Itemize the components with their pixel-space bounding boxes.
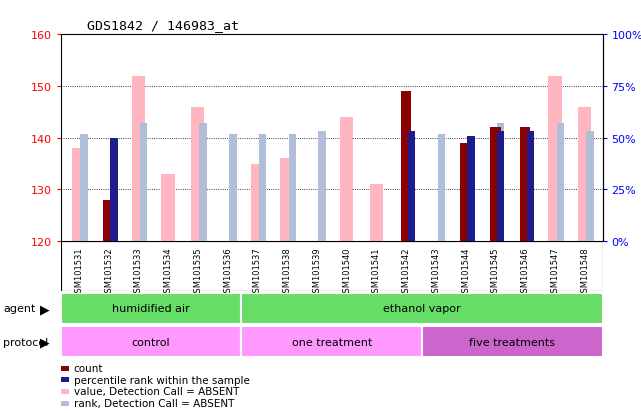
Bar [408, 132, 415, 242]
Text: GSM101534: GSM101534 [163, 247, 172, 297]
Bar [242, 293, 603, 324]
Bar [578, 107, 592, 242]
Text: ▶: ▶ [40, 335, 50, 348]
Bar [319, 132, 326, 242]
Bar [162, 174, 175, 242]
Bar [520, 128, 530, 242]
Text: GSM101537: GSM101537 [253, 247, 262, 297]
Bar [229, 134, 237, 242]
Bar [401, 92, 412, 242]
Text: GSM101546: GSM101546 [520, 247, 529, 297]
Bar [460, 143, 471, 242]
Text: GSM101547: GSM101547 [551, 247, 560, 297]
Text: protocol: protocol [3, 337, 49, 347]
Bar [140, 124, 147, 242]
Bar [548, 76, 562, 242]
Bar [527, 134, 534, 242]
Bar [497, 132, 504, 242]
Bar [467, 136, 475, 242]
Text: GSM101539: GSM101539 [312, 247, 321, 297]
Bar [131, 76, 145, 242]
Text: percentile rank within the sample: percentile rank within the sample [74, 375, 249, 385]
Bar [242, 326, 422, 357]
Bar [110, 138, 117, 242]
Bar [61, 293, 242, 324]
Bar [497, 124, 504, 242]
Bar [490, 128, 501, 242]
Text: rank, Detection Call = ABSENT: rank, Detection Call = ABSENT [74, 398, 234, 408]
Text: humidified air: humidified air [112, 304, 190, 314]
Bar [259, 134, 267, 242]
Text: value, Detection Call = ABSENT: value, Detection Call = ABSENT [74, 387, 239, 396]
Text: GSM101532: GSM101532 [104, 247, 113, 297]
Text: agent: agent [3, 304, 36, 314]
Text: GSM101531: GSM101531 [74, 247, 83, 297]
Text: GSM101543: GSM101543 [431, 247, 440, 297]
Bar [199, 124, 207, 242]
Text: GSM101541: GSM101541 [372, 247, 381, 297]
Text: GSM101536: GSM101536 [223, 247, 232, 297]
Text: GSM101535: GSM101535 [194, 247, 203, 297]
Bar [103, 200, 113, 242]
Text: GSM101548: GSM101548 [580, 247, 589, 297]
Text: ▶: ▶ [40, 302, 50, 315]
Text: GSM101538: GSM101538 [283, 247, 292, 297]
Bar [280, 159, 294, 242]
Text: five treatments: five treatments [469, 337, 555, 347]
Text: GSM101544: GSM101544 [461, 247, 470, 297]
Bar [556, 124, 564, 242]
Text: control: control [132, 337, 171, 347]
Text: ethanol vapor: ethanol vapor [383, 304, 461, 314]
Text: GSM101533: GSM101533 [134, 247, 143, 297]
Bar [72, 149, 85, 242]
Text: one treatment: one treatment [292, 337, 372, 347]
Text: count: count [74, 363, 103, 373]
Bar [527, 132, 534, 242]
Text: GSM101540: GSM101540 [342, 247, 351, 297]
Bar [340, 118, 353, 242]
Bar [370, 185, 383, 242]
Bar [422, 326, 603, 357]
Bar [408, 132, 415, 242]
Bar [191, 107, 204, 242]
Bar [587, 132, 594, 242]
Text: GSM101545: GSM101545 [491, 247, 500, 297]
Text: GDS1842 / 146983_at: GDS1842 / 146983_at [87, 19, 238, 31]
Bar [438, 134, 445, 242]
Bar [251, 164, 264, 242]
Bar [288, 134, 296, 242]
Bar [80, 134, 88, 242]
Bar [61, 326, 242, 357]
Text: GSM101542: GSM101542 [402, 247, 411, 297]
